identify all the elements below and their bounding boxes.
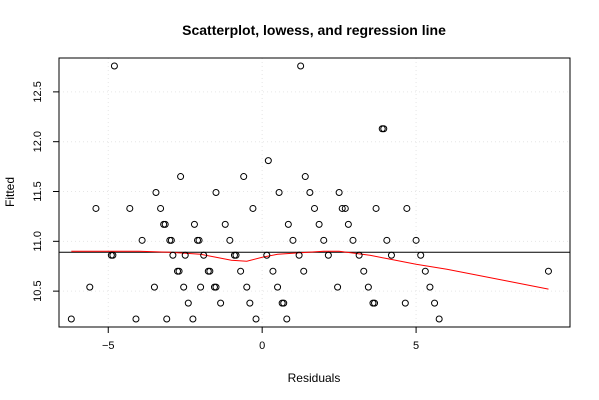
- data-point: [364, 283, 372, 291]
- data-point: [544, 267, 552, 275]
- data-point: [109, 251, 117, 259]
- data-point: [126, 204, 134, 212]
- data-point: [371, 299, 379, 307]
- data-point: [221, 220, 229, 228]
- data-point: [383, 236, 391, 244]
- data-point: [360, 267, 368, 275]
- x-tick-label: 0: [259, 340, 265, 352]
- data-point: [401, 299, 409, 307]
- data-point: [431, 299, 439, 307]
- data-point: [217, 299, 225, 307]
- data-point: [243, 283, 251, 291]
- data-point: [132, 315, 140, 323]
- data-point: [110, 62, 118, 70]
- data-point: [190, 220, 198, 228]
- data-point: [289, 236, 297, 244]
- data-point: [269, 267, 277, 275]
- data-point: [263, 251, 271, 259]
- data-point: [295, 251, 303, 259]
- data-point: [372, 204, 380, 212]
- data-point: [184, 299, 192, 307]
- data-point: [417, 251, 425, 259]
- y-axis-label: Fitted: [3, 177, 17, 207]
- plot-area-border: [58, 57, 571, 328]
- data-point: [163, 315, 171, 323]
- data-point: [195, 236, 203, 244]
- grid-layer: [59, 58, 570, 327]
- data-point: [280, 299, 288, 307]
- points-layer: [67, 62, 552, 323]
- data-point: [246, 299, 254, 307]
- data-point: [206, 267, 214, 275]
- data-point: [387, 251, 395, 259]
- data-point: [138, 236, 146, 244]
- data-point: [67, 315, 75, 323]
- data-point: [249, 204, 257, 212]
- y-tick-label: 12.5: [32, 81, 44, 102]
- data-point: [197, 283, 205, 291]
- data-point: [252, 315, 260, 323]
- data-point: [161, 220, 169, 228]
- chart-title: Scatterplot, lowess, and regression line: [182, 22, 446, 38]
- axes-layer: −5 0 5 10.5 11.0 11.5 12.0 12.5: [32, 81, 419, 352]
- data-point: [275, 189, 283, 196]
- lines-layer: [59, 250, 570, 290]
- data-point: [212, 189, 220, 196]
- data-point: [355, 251, 363, 259]
- data-point: [92, 204, 100, 212]
- data-point: [175, 267, 183, 275]
- data-point: [283, 315, 291, 323]
- data-point: [403, 204, 411, 212]
- data-point: [297, 62, 305, 70]
- data-point: [86, 283, 94, 291]
- x-tick-label: −5: [102, 340, 115, 352]
- data-point: [284, 220, 292, 228]
- data-point: [157, 204, 165, 212]
- data-point: [335, 189, 343, 196]
- data-point: [344, 220, 352, 228]
- data-point: [274, 283, 282, 291]
- data-point: [426, 283, 434, 291]
- y-tick-label: 11.0: [32, 231, 44, 252]
- data-point: [167, 236, 175, 244]
- data-point: [349, 236, 357, 244]
- data-point: [306, 189, 314, 196]
- lowess-curve: [71, 250, 549, 290]
- data-point: [421, 267, 429, 275]
- data-point: [264, 157, 272, 165]
- data-point: [324, 251, 332, 259]
- data-point: [189, 315, 197, 323]
- data-point: [311, 204, 318, 212]
- data-point: [177, 173, 185, 181]
- data-point: [200, 251, 208, 259]
- data-point: [232, 251, 240, 259]
- data-point: [300, 267, 308, 275]
- data-point: [301, 173, 309, 181]
- data-point: [237, 267, 245, 275]
- y-tick-label: 12.0: [32, 131, 44, 152]
- data-point: [212, 283, 220, 291]
- x-axis-label: Residuals: [288, 371, 341, 385]
- data-point: [320, 236, 328, 244]
- data-point: [315, 220, 323, 228]
- data-point: [226, 236, 234, 244]
- data-point: [240, 173, 248, 181]
- y-tick-label: 11.5: [32, 181, 44, 202]
- data-point: [150, 283, 158, 291]
- data-point: [152, 189, 160, 196]
- data-point: [435, 315, 443, 323]
- y-tick-label: 10.5: [32, 280, 44, 301]
- data-point: [380, 125, 388, 133]
- data-point: [334, 283, 342, 291]
- data-point: [412, 236, 420, 244]
- data-point: [338, 204, 346, 212]
- x-tick-label: 5: [413, 340, 419, 352]
- data-point: [341, 204, 349, 212]
- data-point: [181, 251, 189, 259]
- data-point: [180, 283, 188, 291]
- data-point: [169, 251, 177, 259]
